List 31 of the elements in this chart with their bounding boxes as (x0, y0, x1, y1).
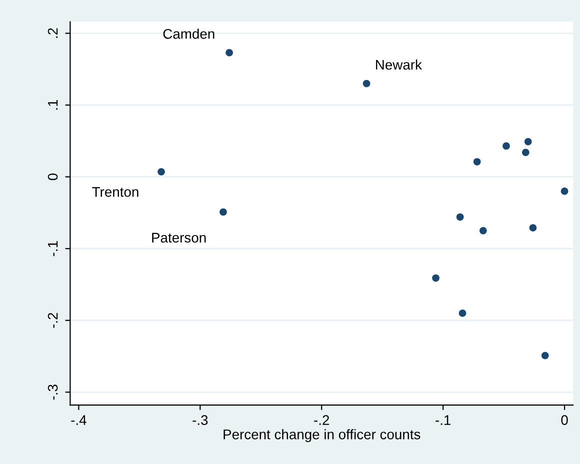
point (529, 224, 537, 232)
point (158, 168, 165, 176)
point (220, 208, 227, 216)
point (522, 148, 530, 156)
point (479, 226, 487, 234)
point (502, 142, 510, 150)
x-axis-title: Percent change in officer counts (224, 429, 420, 442)
point (524, 138, 532, 146)
point (226, 48, 233, 56)
y-tick-label: -.2 (48, 312, 58, 328)
y-tick-label: -.3 (48, 384, 58, 400)
x-tick-label: -.1 (436, 415, 450, 425)
point (473, 158, 481, 166)
annotation: Paterson (152, 232, 206, 243)
x-tick-label: -.4 (71, 415, 86, 425)
x-tick-label: -.3 (192, 415, 208, 425)
annotation: Newark (376, 59, 422, 70)
point (362, 80, 370, 88)
point (541, 352, 549, 360)
point (560, 188, 568, 195)
annotation: Camden (163, 28, 214, 39)
y-tick-label: .1 (48, 100, 58, 110)
x-tick-label: -.2 (314, 415, 330, 425)
annotation: Trenton (92, 187, 138, 197)
y-tick-label: .2 (48, 28, 58, 38)
x-tick-label: 0 (561, 415, 568, 425)
y-tick-label: 0 (48, 174, 58, 180)
y-tick-label: -.1 (48, 241, 58, 256)
point (432, 274, 440, 282)
point (458, 310, 466, 317)
point (456, 213, 464, 221)
